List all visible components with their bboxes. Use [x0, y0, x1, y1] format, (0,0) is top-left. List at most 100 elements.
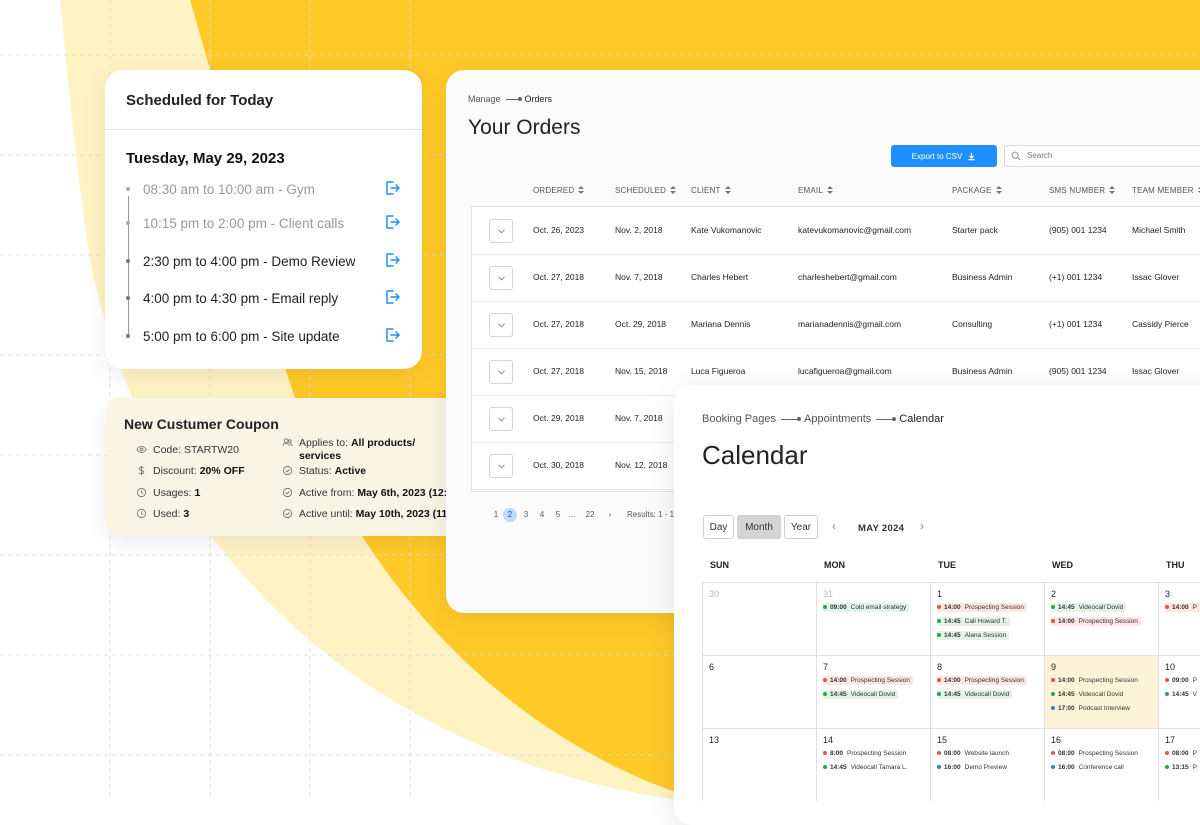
breadcrumb-orders: Orders	[524, 94, 553, 104]
event-time: 14:45	[944, 618, 961, 625]
column-header-email[interactable]: EMAIL	[798, 186, 834, 195]
column-header-package[interactable]: PACKAGE	[952, 186, 1002, 195]
calendar-day-cell[interactable]: 30	[702, 582, 816, 655]
breadcrumb-manage[interactable]: Manage	[468, 94, 501, 104]
view-month-button[interactable]: Month	[737, 515, 781, 539]
event-dot	[1051, 751, 1055, 755]
breadcrumb-booking-pages[interactable]: Booking Pages	[702, 413, 776, 425]
event-dot	[1051, 605, 1055, 609]
day-header-mon: MON	[824, 560, 845, 570]
next-page-icon[interactable]: ›	[608, 510, 612, 519]
timeline-dot	[126, 259, 130, 263]
calendar-event[interactable]: 14:45 V	[1165, 690, 1200, 699]
cell-team-member: Cassidy Pierce	[1132, 319, 1189, 329]
calendar-event[interactable]: 14:00 Prospecting Session	[937, 603, 1027, 612]
day-number: 13	[709, 735, 720, 745]
calendar-event[interactable]: 14:45 Videocall Tamara L.	[823, 763, 910, 772]
calendar-day-cell[interactable]: 8 14:00 Prospecting Session 14:45 Videocall …	[930, 655, 1044, 728]
search-field[interactable]	[1004, 145, 1200, 167]
event-title: Videocall Dovid	[850, 691, 896, 698]
calendar-event[interactable]: 17:00 Podcast Interview	[1051, 704, 1133, 713]
table-row[interactable]: Oct. 27, 2018 Nov. 7, 2018 Charles Hebert c…	[472, 254, 1200, 302]
column-header-ordered[interactable]: ORDERED	[533, 186, 585, 195]
event-title: Prospecting Session	[1078, 677, 1138, 684]
expand-row-button[interactable]	[489, 360, 513, 384]
cell-team-member: Issac Glover	[1132, 366, 1180, 376]
prev-month-icon[interactable]: ‹	[832, 519, 836, 533]
table-row[interactable]: Oct. 27, 2018 Oct. 29, 2018 Mariana Dennis…	[472, 301, 1200, 349]
calendar-event[interactable]: 13:15 P	[1165, 763, 1200, 772]
calendar-day-cell[interactable]: 15 08:00 Website launch 16:00 Demo Preview	[930, 728, 1044, 801]
calendar-day-cell[interactable]: 7 14:00 Prospecting Session 14:45 Videocall …	[816, 655, 930, 728]
page-2[interactable]: 2	[503, 508, 517, 522]
calendar-event[interactable]: 14:00 Prospecting Session	[937, 676, 1027, 685]
chevron-down-icon	[498, 370, 505, 375]
cell-client: Mariana Dennis	[691, 319, 751, 329]
calendar-event[interactable]: 14:45 Alana Session	[937, 631, 1010, 640]
calendar-event[interactable]: 8:00 Prospecting Session	[823, 749, 909, 758]
calendar-event[interactable]: 09:00 Cold email strategy	[823, 603, 910, 612]
calendar-event[interactable]: 16:00 Demo Preview	[937, 763, 1010, 772]
column-header-team-member[interactable]: TEAM MEMBER	[1132, 186, 1200, 195]
exit-icon[interactable]	[383, 213, 401, 231]
calendar-event[interactable]: 14:45 Videocall Dovid	[1051, 603, 1127, 612]
exit-icon[interactable]	[383, 179, 401, 197]
cell-package: Consulting	[952, 319, 993, 329]
day-number: 2	[1051, 589, 1057, 599]
calendar-event[interactable]: 14:45 Videocall Dovid	[823, 690, 899, 699]
column-header-scheduled[interactable]: SCHEDULED	[615, 186, 677, 195]
page-4[interactable]: 4	[539, 510, 545, 519]
cell-ordered: Oct. 26, 2023	[533, 225, 585, 235]
calendar-event[interactable]: 14:45 Videocall Dovid	[1051, 690, 1126, 699]
expand-row-button[interactable]	[489, 454, 513, 478]
expand-row-button[interactable]	[489, 313, 513, 337]
calendar-event[interactable]: 14:00 Prospecting Session	[1051, 676, 1141, 685]
calendar-event[interactable]: 08:00 Website launch	[937, 749, 1012, 758]
next-month-icon[interactable]: ›	[920, 519, 924, 533]
calendar-event[interactable]: 14:00 P	[1165, 603, 1200, 612]
calendar-event[interactable]: 14:00 Prospecting Session	[823, 676, 913, 685]
event-dot	[937, 765, 941, 769]
calendar-day-cell[interactable]: 1 14:00 Prospecting Session 14:45 Call Howar…	[930, 582, 1044, 655]
calendar-day-cell[interactable]: 17 08:00 P 13:15 P	[1158, 728, 1200, 801]
page-5[interactable]: 5	[555, 510, 561, 519]
calendar-event[interactable]: 08:00 Prospecting Session	[1051, 749, 1141, 758]
search-input[interactable]	[1025, 150, 1200, 161]
clock-icon	[136, 487, 147, 498]
expand-row-button[interactable]	[489, 407, 513, 431]
calendar-day-cell[interactable]: 9 14:00 Prospecting Session 14:45 Videocall …	[1044, 655, 1158, 728]
exit-icon[interactable]	[383, 251, 401, 269]
calendar-day-cell[interactable]: 3 14:00 P	[1158, 582, 1200, 655]
page-22[interactable]: 22	[585, 510, 595, 519]
view-year-button[interactable]: Year	[784, 515, 818, 539]
calendar-event[interactable]: 08:00 P	[1165, 749, 1200, 758]
calendar-event[interactable]: 16:00 Conference call	[1051, 763, 1127, 772]
calendar-day-cell[interactable]: 13	[702, 728, 816, 801]
calendar-day-cell[interactable]: 14 8:00 Prospecting Session 14:45 Videocall …	[816, 728, 930, 801]
schedule-item: 5:00 pm to 6:00 pm - Site update	[123, 326, 404, 350]
column-header-sms[interactable]: SMS NUMBER	[1049, 186, 1116, 195]
calendar-event[interactable]: 14:45 Videocall Dovid	[937, 690, 1013, 699]
page-1[interactable]: 1	[493, 510, 499, 519]
calendar-day-cell[interactable]: 16 08:00 Prospecting Session 16:00 Conferenc…	[1044, 728, 1158, 801]
calendar-day-cell[interactable]: 10 09:00 P 14:45 V	[1158, 655, 1200, 728]
event-time: 14:00	[1058, 677, 1075, 684]
export-csv-button[interactable]: Export to CSV	[891, 145, 997, 167]
calendar-day-cell[interactable]: 2 14:45 Videocall Dovid 14:00 Prospecting Se…	[1044, 582, 1158, 655]
view-day-button[interactable]: Day	[703, 515, 734, 539]
exit-icon[interactable]	[383, 288, 401, 306]
event-time: 14:45	[1058, 604, 1075, 611]
calendar-day-cell[interactable]: 6	[702, 655, 816, 728]
expand-row-button[interactable]	[489, 219, 513, 243]
calendar-event[interactable]: 14:00 Prospecting Session	[1051, 617, 1141, 626]
calendar-event[interactable]: 14:45 Call Howard T.	[937, 617, 1010, 626]
expand-row-button[interactable]	[489, 266, 513, 290]
column-header-client[interactable]: CLIENT	[691, 186, 731, 195]
exit-icon[interactable]	[383, 326, 401, 344]
event-time: 14:00	[830, 677, 847, 684]
breadcrumb-appointments[interactable]: Appointments	[804, 413, 872, 425]
calendar-event[interactable]: 09:00 P	[1165, 676, 1200, 685]
calendar-day-cell[interactable]: 31 09:00 Cold email strategy	[816, 582, 930, 655]
page-3[interactable]: 3	[523, 510, 529, 519]
table-row[interactable]: Oct. 26, 2023 Nov. 2, 2018 Kate Vukomanovi…	[472, 207, 1200, 255]
